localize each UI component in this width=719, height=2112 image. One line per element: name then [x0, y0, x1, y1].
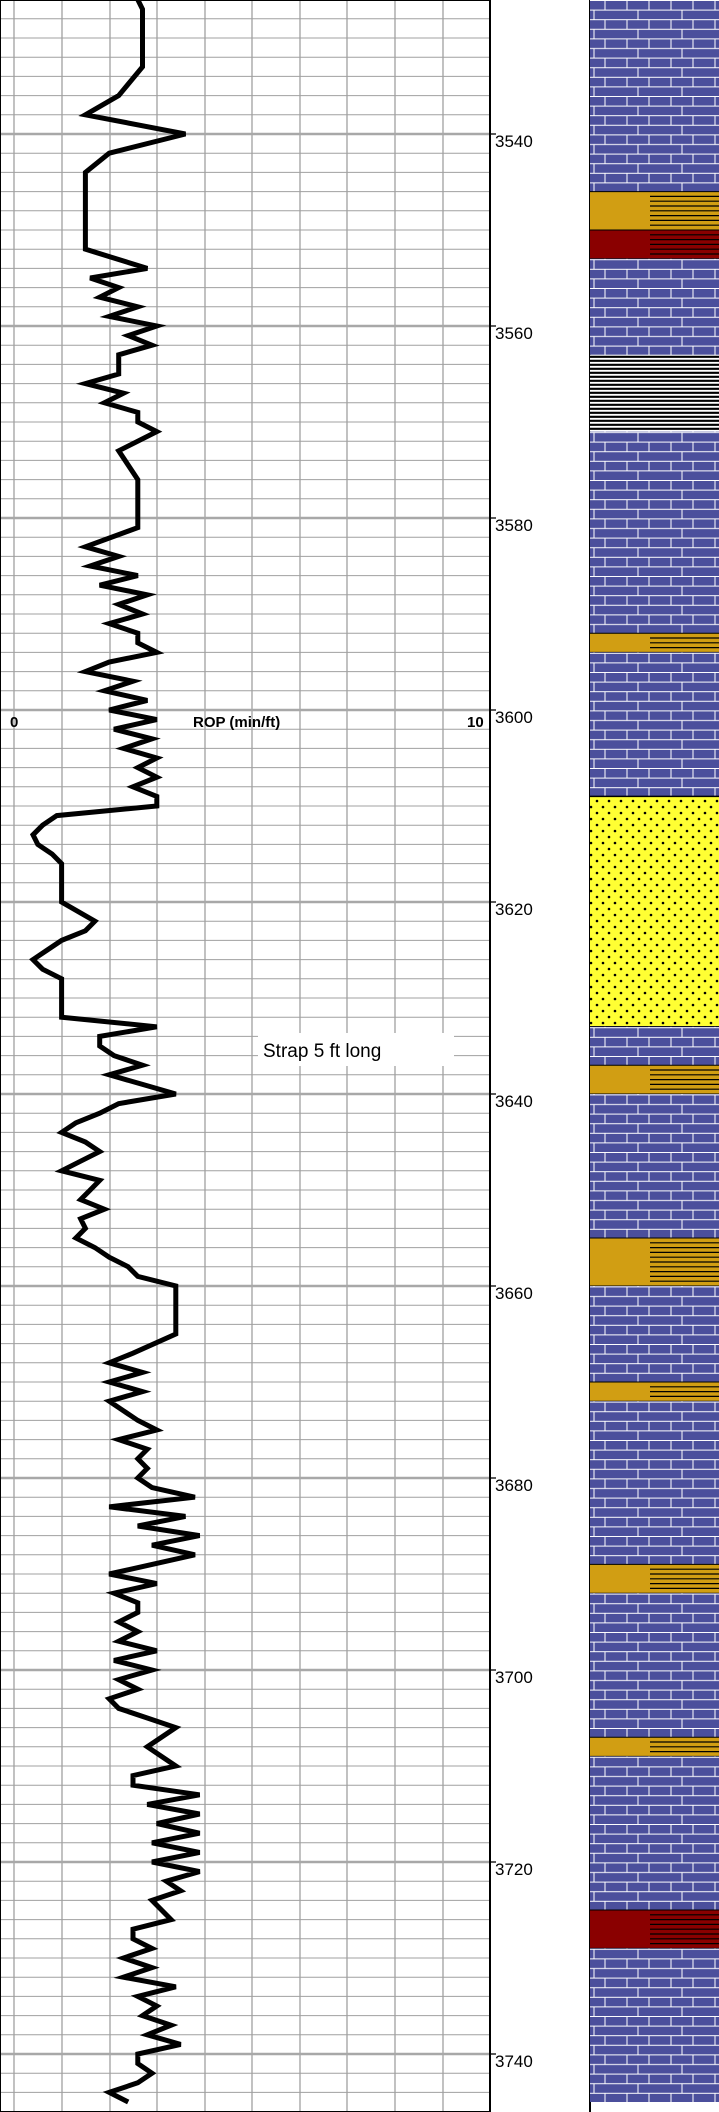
depth-tick-label: 3680	[495, 1476, 533, 1495]
lithology-bed-limestone	[590, 431, 719, 634]
limestone-fill	[590, 1756, 719, 1910]
depth-tick-label: 3620	[495, 900, 533, 919]
scale-min-label: 0	[10, 714, 18, 731]
lithology-bed-limestone	[590, 1756, 719, 1910]
scale-max-label: 10	[467, 714, 484, 731]
limestone-fill	[590, 1026, 719, 1066]
lithology-bed-limestone	[590, 652, 719, 797]
sandstone-fill	[590, 796, 719, 1027]
depth-tick-label: 3640	[495, 1092, 533, 1111]
lithology-bed-siltstone	[590, 1563, 719, 1594]
lithology-bed-siltstone	[590, 1064, 719, 1095]
rop-track-border	[0, 0, 491, 2112]
annotation-box	[258, 1033, 454, 1066]
track-title: ROP (min/ft)	[193, 714, 280, 731]
rop-curve-group	[29, 0, 201, 2105]
lithology-bed-limestone	[590, 1094, 719, 1238]
limestone-fill	[590, 1948, 719, 2102]
depth-axis: 3540 3560 3580 3600 3620 3640 3660 3680 3700 3720…	[490, 132, 533, 2071]
lithology-bed-red-shale	[590, 229, 719, 260]
depth-tick-label: 3660	[495, 1284, 533, 1303]
lithology-bed-limestone	[590, 1948, 719, 2102]
lithology-bed-limestone	[590, 0, 719, 192]
depth-tick-label: 3740	[495, 2052, 533, 2071]
lithology-bed-siltstone	[590, 1736, 719, 1757]
lithology-bed-limestone	[590, 1026, 719, 1066]
limestone-fill	[590, 652, 719, 797]
lithology-bed-siltstone	[590, 1381, 719, 1402]
limestone-fill	[590, 1286, 719, 1382]
lithology-bed-coal	[590, 354, 719, 432]
depth-tick-label: 3560	[495, 324, 533, 343]
rop-curve	[29, 0, 201, 2105]
annotation-strap-note: Strap 5 ft long	[263, 1041, 381, 1062]
lithology-bed-siltstone	[590, 1237, 719, 1287]
lithology-bed-limestone	[590, 258, 719, 355]
limestone-fill	[590, 1593, 719, 1738]
lithology-bed-sandstone	[590, 795, 719, 1028]
depth-grid	[0, 0, 490, 2112]
depth-tick-label: 3700	[495, 1668, 533, 1687]
lithology-bed-siltstone	[590, 632, 719, 653]
lithology-bed-siltstone	[590, 191, 719, 231]
depth-tick-label: 3580	[495, 516, 533, 535]
lithology-bed-red-shale	[590, 1909, 719, 1949]
limestone-fill	[590, 431, 719, 634]
lithology-bed-limestone	[590, 1401, 719, 1565]
limestone-fill	[590, 258, 719, 355]
limestone-fill	[590, 1401, 719, 1565]
depth-tick-label: 3720	[495, 1860, 533, 1879]
depth-tick-label: 3600	[495, 708, 533, 727]
lithology-bed-limestone	[590, 1593, 719, 1738]
lithology-column	[589, 0, 719, 2112]
limestone-fill	[590, 1094, 719, 1238]
lithology-bed-limestone	[590, 1286, 719, 1382]
limestone-fill	[590, 0, 719, 192]
depth-tick-label: 3540	[495, 132, 533, 151]
